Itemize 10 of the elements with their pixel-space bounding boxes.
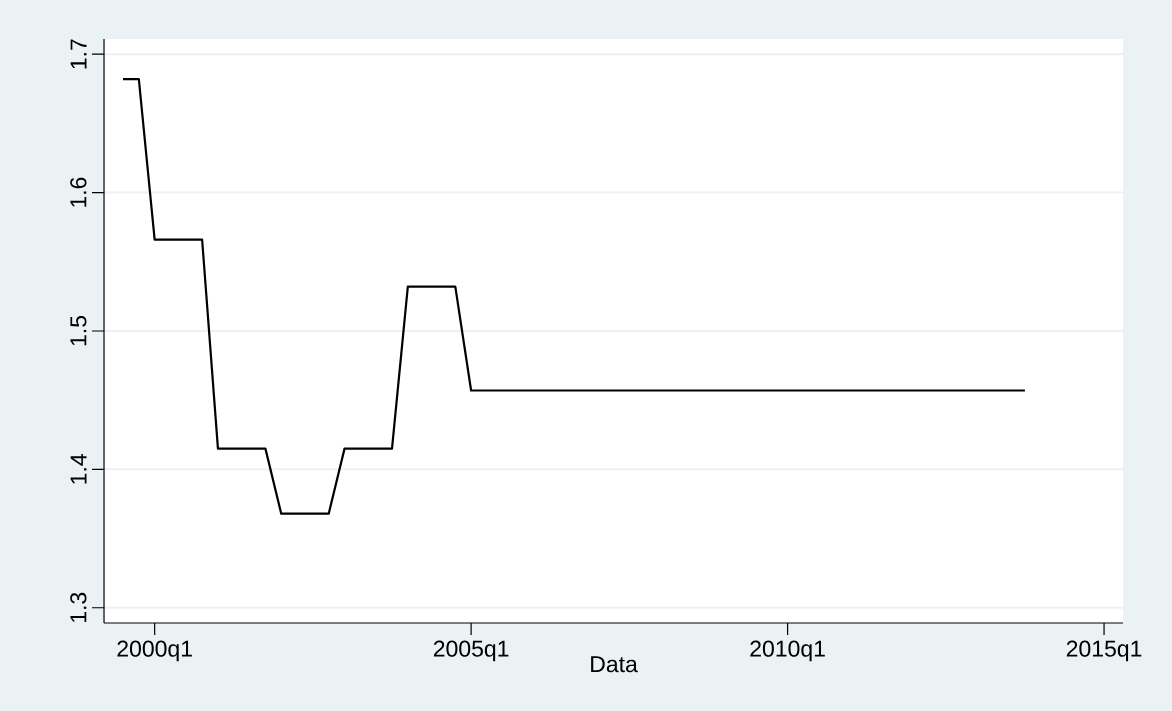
y-tick-label: 1.6 [70, 177, 87, 207]
x-tick-label: 2005q1 [433, 640, 509, 662]
x-tick-label: 2015q1 [1066, 640, 1142, 662]
y-tick-label: 1.3 [70, 592, 87, 622]
y-tick-label: 1.5 [70, 315, 87, 346]
x-tick-label: 2010q1 [750, 640, 825, 662]
y-tick-label: 1.7 [70, 39, 87, 69]
y-tick-label: 1.4 [70, 454, 87, 484]
x-tick-label: 2000q1 [117, 640, 192, 662]
x-axis-title: Data [591, 656, 638, 673]
